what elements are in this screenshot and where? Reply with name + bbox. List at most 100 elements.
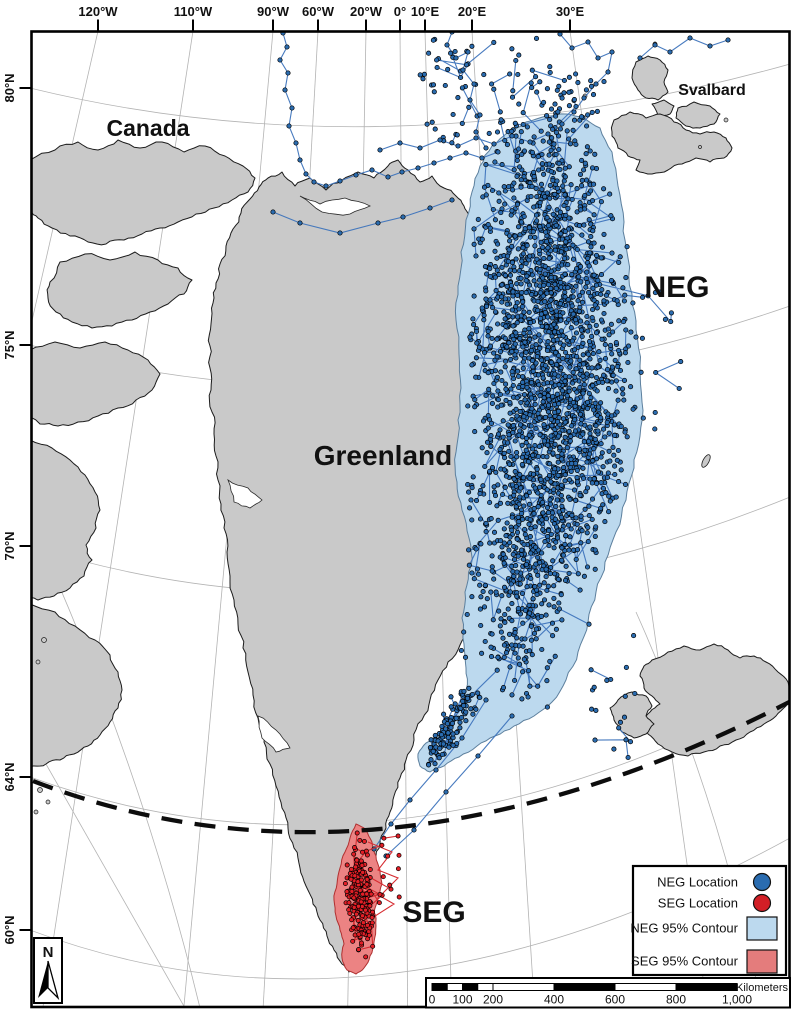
neg-point — [630, 406, 636, 412]
neg-point — [506, 547, 512, 553]
neg-point — [503, 381, 509, 387]
neg-point — [645, 293, 651, 299]
legend-item-label: NEG 95% Contour — [630, 921, 738, 936]
neg-point — [533, 544, 539, 550]
neg-point — [516, 306, 522, 312]
neg-point — [440, 741, 446, 747]
neg-point — [515, 314, 521, 320]
neg-point — [581, 222, 587, 228]
neg-point — [574, 521, 580, 527]
neg-point — [536, 382, 542, 388]
neg-point — [579, 157, 585, 163]
neg-point — [449, 720, 456, 726]
neg-point — [493, 288, 499, 294]
neg-point — [536, 443, 542, 449]
seg-point — [356, 931, 362, 937]
neg-point — [621, 714, 628, 720]
neg-point — [498, 616, 504, 622]
neg-point — [515, 514, 521, 520]
neg-point — [520, 383, 526, 389]
top-axis-label: 30°E — [556, 4, 585, 19]
neg-point — [500, 491, 506, 498]
neg-point — [506, 461, 513, 467]
neg-point — [556, 509, 562, 515]
neg-point — [448, 704, 454, 710]
neg-point — [460, 67, 466, 73]
neg-point — [496, 190, 502, 196]
legend-item-label: SEG 95% Contour — [631, 954, 739, 969]
neg-point — [517, 164, 523, 170]
neg-point — [499, 299, 505, 305]
neg-point — [574, 547, 581, 553]
neg-point — [623, 737, 629, 743]
neg-point — [532, 442, 538, 449]
neg-point — [526, 668, 532, 674]
left-latitude-axis: 80°N 75°N 70°N 64°N 60°N — [2, 73, 31, 945]
seg-point — [395, 833, 401, 839]
neg-point — [526, 648, 533, 654]
neg-point — [497, 427, 503, 433]
neg-point — [469, 570, 475, 576]
neg-point — [562, 378, 568, 384]
neg-point — [527, 320, 534, 326]
neg-point — [397, 140, 403, 146]
neg-point — [554, 337, 560, 343]
scalebar: 0 100 200 400 600 800 1,000 Kilometers — [425, 977, 791, 1009]
neg-point — [430, 748, 436, 754]
neg-point — [570, 127, 576, 133]
neg-point — [505, 440, 511, 446]
neg-point — [589, 165, 596, 171]
neg-point — [574, 186, 580, 192]
neg-point — [557, 126, 563, 132]
neg-point — [562, 478, 568, 484]
neg-point — [614, 298, 620, 304]
neg-point — [561, 90, 567, 96]
neg-point — [632, 690, 638, 697]
neg-point — [580, 390, 586, 396]
neg-point — [502, 137, 508, 144]
neg-point — [518, 317, 524, 323]
neg-point — [461, 703, 467, 709]
neg-point — [725, 37, 731, 43]
neg-point — [561, 465, 567, 471]
neg-point — [562, 541, 568, 547]
neg-point — [485, 370, 491, 376]
seg-point — [377, 891, 383, 897]
neg-point — [277, 57, 283, 63]
neg-point — [560, 310, 566, 316]
neg-point — [450, 742, 456, 748]
seg-point — [350, 925, 356, 931]
neg-point — [494, 374, 500, 380]
neg-point — [561, 77, 567, 84]
neg-point — [590, 351, 596, 357]
neg-point — [488, 443, 494, 449]
neg-point — [424, 121, 430, 127]
neg-point — [508, 453, 514, 460]
neg-point — [466, 562, 472, 568]
scalebar-segment — [462, 983, 479, 991]
neg-point — [548, 147, 554, 153]
neg-point — [577, 357, 583, 363]
neg-point — [531, 174, 537, 180]
neg-point — [539, 601, 545, 607]
neg-point — [589, 198, 596, 204]
neg-point — [516, 146, 522, 152]
neg-point — [507, 267, 513, 273]
seg-point — [346, 900, 352, 906]
neg-point — [509, 514, 515, 520]
neg-point — [532, 234, 538, 240]
neg-point — [569, 423, 575, 429]
neg-point — [482, 350, 488, 356]
neg-point — [613, 378, 619, 384]
neg-point — [592, 533, 598, 539]
neg-point — [510, 382, 516, 389]
neg-point — [507, 233, 513, 239]
neg-point — [519, 352, 525, 358]
neg-point — [490, 206, 496, 213]
neg-point — [557, 209, 563, 215]
neg-point — [547, 658, 553, 664]
neg-point — [552, 516, 558, 522]
neg-point — [527, 501, 533, 507]
neg-point — [514, 454, 520, 460]
neg-point — [577, 587, 583, 593]
